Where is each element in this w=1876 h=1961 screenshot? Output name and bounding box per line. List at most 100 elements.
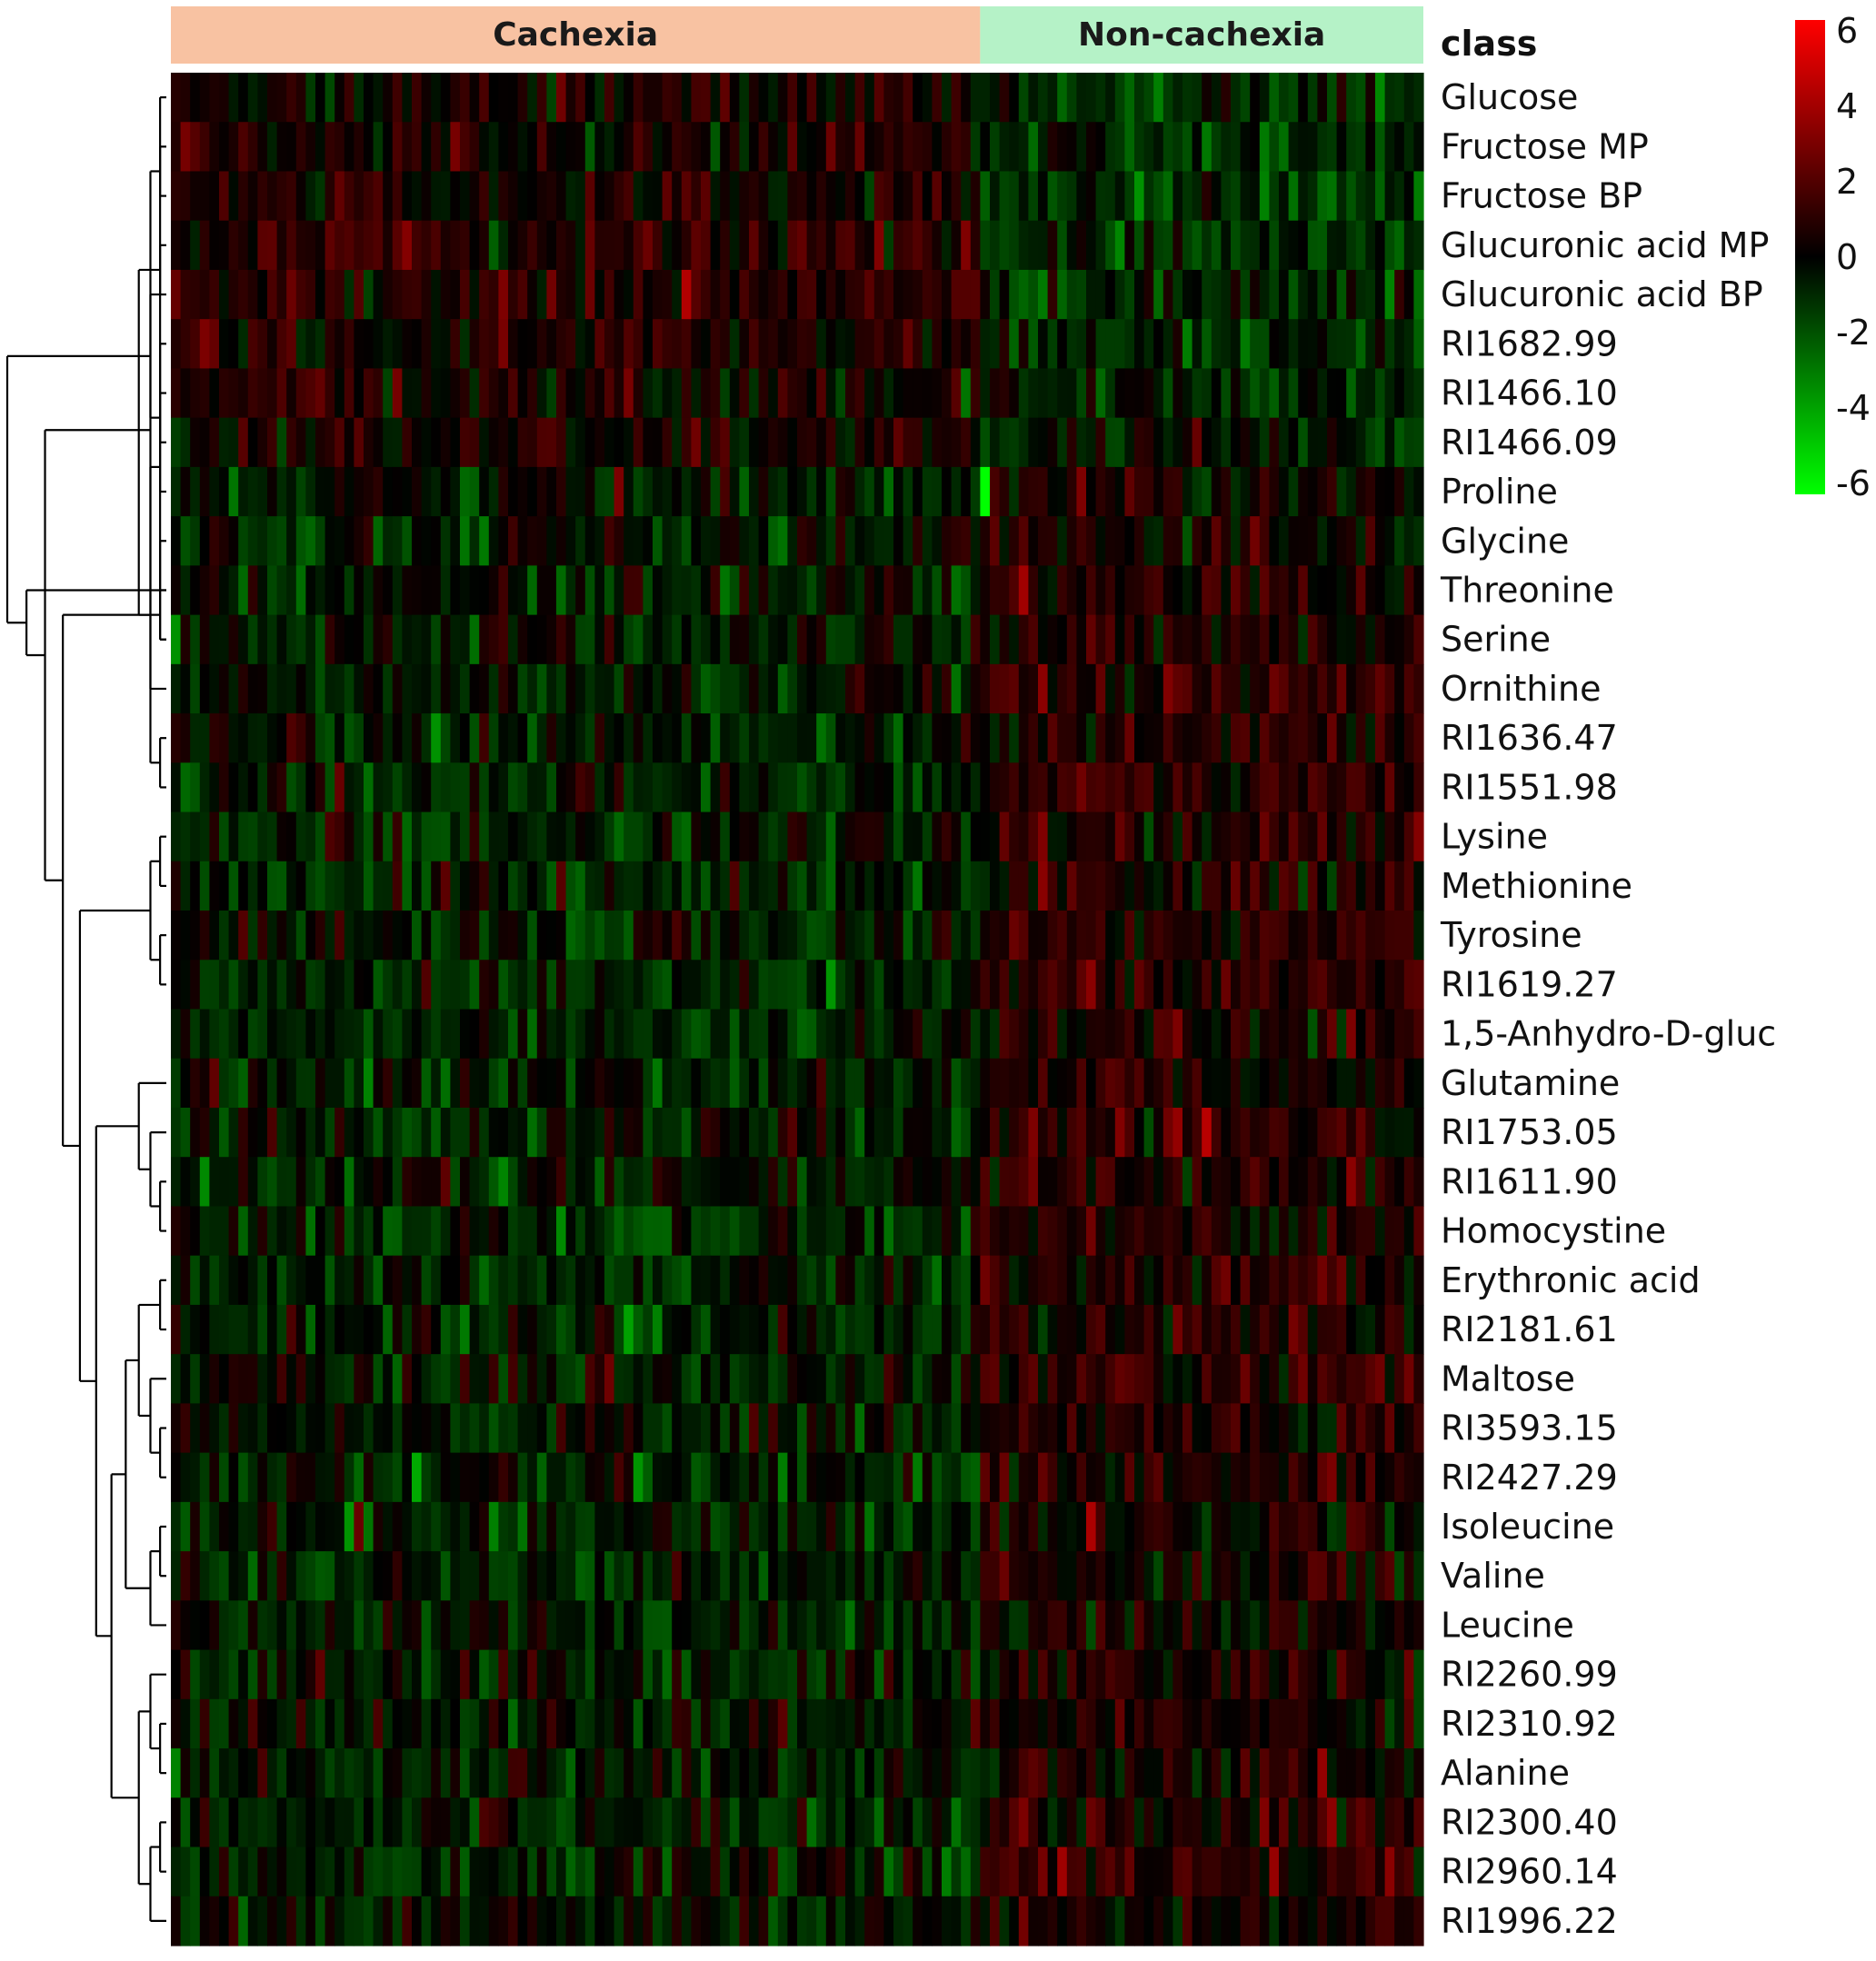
heatmap-cell (392, 1600, 403, 1651)
heatmap-cell (932, 1698, 943, 1749)
heatmap-cell (1317, 466, 1328, 517)
heatmap-cell (1327, 1797, 1338, 1848)
heatmap-cell (903, 73, 913, 123)
heatmap-cell (228, 1698, 239, 1749)
heatmap-cell (257, 1403, 268, 1454)
heatmap-cell (1095, 1501, 1106, 1552)
heatmap-cell (835, 1748, 846, 1798)
heatmap-cell (383, 1551, 394, 1601)
heatmap-cell (479, 1797, 490, 1848)
heatmap-cell (295, 1403, 306, 1454)
heatmap-cell (758, 368, 769, 419)
heatmap-cell (913, 1107, 923, 1158)
heatmap-cell (942, 1551, 953, 1601)
heatmap-cell (276, 663, 287, 714)
heatmap-cell (180, 1748, 191, 1798)
heatmap-cell (1231, 713, 1242, 763)
heatmap-cell (556, 1649, 567, 1700)
heatmap-cell (1057, 417, 1068, 468)
heatmap-cell (199, 368, 210, 419)
heatmap-cell (932, 911, 943, 961)
heatmap-cell (276, 122, 287, 173)
heatmap-cell (1240, 614, 1251, 665)
heatmap-cell (556, 565, 567, 616)
heatmap-cell (431, 1354, 442, 1404)
heatmap-cell (614, 1354, 624, 1404)
heatmap-cell (508, 861, 519, 911)
heatmap-cell (1250, 1649, 1261, 1700)
heatmap-cell (662, 1304, 673, 1355)
heatmap-cell (845, 1403, 856, 1454)
heatmap-cell (488, 1698, 499, 1749)
heatmap-cell (1250, 466, 1261, 517)
heatmap-cell (228, 220, 239, 271)
heatmap-cell (219, 861, 230, 911)
heatmap-cell (267, 960, 278, 1010)
heatmap-cell (1057, 1847, 1068, 1897)
heatmap-cell (1202, 1403, 1212, 1454)
heatmap-cell (546, 911, 557, 961)
heatmap-cell (758, 811, 769, 862)
heatmap-cell (922, 1847, 933, 1897)
heatmap-cell (672, 1304, 683, 1355)
heatmap-cell (1288, 1698, 1299, 1749)
heatmap-cell (653, 663, 664, 714)
heatmap-cell (1153, 1403, 1164, 1454)
heatmap-cell (633, 1009, 644, 1060)
heatmap-cell (1182, 466, 1193, 517)
heatmap-cell (460, 466, 471, 517)
heatmap-cell (440, 1452, 451, 1503)
heatmap-cell (903, 269, 913, 320)
heatmap-cell (1009, 122, 1020, 173)
heatmap-cell (903, 220, 913, 271)
heatmap-cell (758, 1206, 769, 1257)
heatmap-cell (450, 73, 461, 123)
heatmap-cell (556, 1551, 567, 1601)
heatmap-cell (913, 1847, 923, 1897)
heatmap-cell (440, 368, 451, 419)
heatmap-cell (508, 1452, 519, 1503)
heatmap-cell (1211, 1403, 1222, 1454)
heatmap-cell (633, 1551, 644, 1601)
heatmap-cell (1134, 1403, 1145, 1454)
heatmap-cell (961, 1748, 972, 1798)
heatmap-cell (604, 73, 615, 123)
heatmap-cell (1105, 811, 1116, 862)
heatmap-cell (295, 220, 306, 271)
heatmap-cell (508, 1600, 519, 1651)
heatmap-cell (209, 1304, 220, 1355)
heatmap-cell (383, 73, 394, 123)
heatmap-cell (440, 1698, 451, 1749)
heatmap-cell (1163, 1058, 1173, 1109)
heatmap-cell (1250, 1501, 1261, 1552)
heatmap-cell (845, 565, 856, 616)
heatmap-cell (402, 319, 413, 370)
heatmap-cell (565, 911, 576, 961)
heatmap-cell (334, 368, 345, 419)
heatmap-cell (1143, 368, 1154, 419)
heatmap-cell (1163, 1649, 1173, 1700)
heatmap-cell (883, 1797, 894, 1848)
heatmap-cell (460, 1896, 471, 1946)
heatmap-cell (488, 269, 499, 320)
heatmap-cell (1240, 1847, 1251, 1897)
heatmap-cell (392, 1797, 403, 1848)
heatmap-cell (1240, 762, 1251, 813)
heatmap-cell (575, 1157, 586, 1208)
heatmap-cell (392, 1009, 403, 1060)
heatmap-cell (373, 1896, 384, 1946)
heatmap-cell (171, 1255, 182, 1306)
heatmap-cell (546, 1255, 557, 1306)
heatmap-cell (1095, 516, 1106, 566)
heatmap-cell (662, 1009, 673, 1060)
heatmap-cell (1114, 960, 1125, 1010)
heatmap-cell (1240, 368, 1251, 419)
heatmap-cell (787, 171, 798, 222)
heatmap-cell (364, 466, 374, 517)
heatmap-cell (228, 1501, 239, 1552)
heatmap-cell (961, 1255, 972, 1306)
heatmap-cell (672, 1649, 683, 1700)
heatmap-cell (1153, 516, 1164, 566)
heatmap-cell (460, 319, 471, 370)
heatmap-cell (1259, 1009, 1270, 1060)
